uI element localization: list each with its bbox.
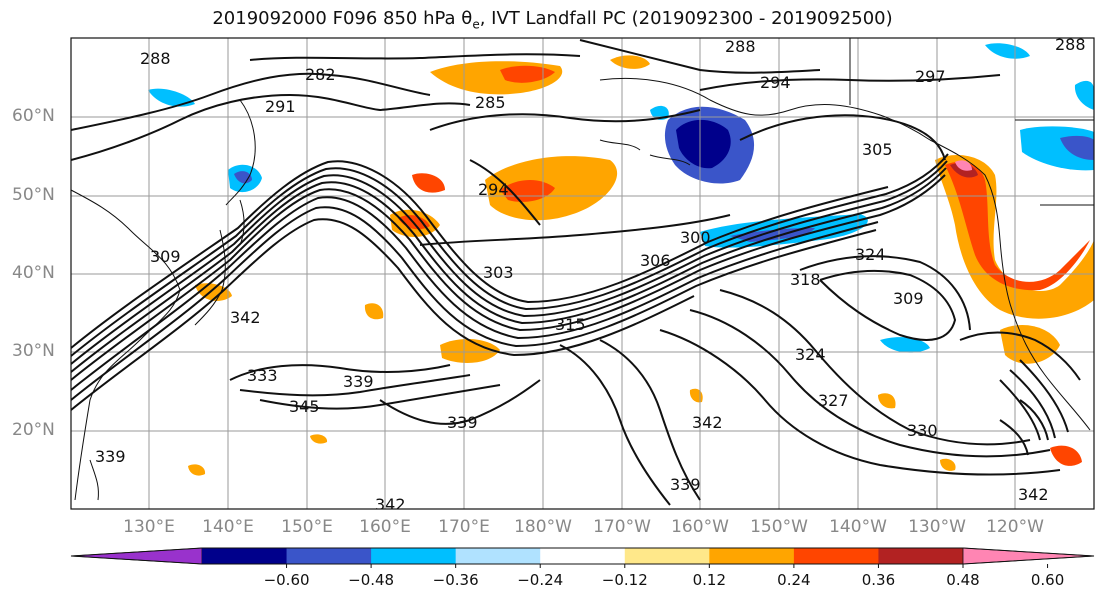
colorbar-tick-label: −0.12 [601,571,648,589]
shade-blue-ne [1060,135,1094,160]
contour-label: 282 [305,65,336,84]
lon-label: 130°E [123,517,175,537]
shade-orange-npac [610,55,650,69]
shade-small-d [878,393,896,409]
lon-label: 180°W [514,517,572,537]
lon-label: 160°W [671,517,729,537]
colorbar-tick-label: 0.12 [692,571,727,589]
contour-label: 306 [640,251,671,270]
contour-label: 305 [862,140,893,159]
lon-label: 160°E [359,517,411,537]
contour-label: 324 [795,345,826,364]
contour-label: 309 [893,289,924,308]
colorbar-tick-label: 0.60 [1030,571,1065,589]
contour-label: 288 [1055,35,1086,54]
contour-label: 294 [478,180,509,199]
shade-coast-pink [955,160,972,171]
contour-label: 342 [230,308,261,327]
shade-orange-sq [412,173,445,193]
colorbar-tick-label: 0.48 [946,571,980,589]
lat-label: 60°N [12,106,55,126]
colorbar-tick-label: −0.60 [263,571,310,589]
shade-blue-japan [234,171,252,184]
contour-label: 318 [790,270,821,289]
lon-label: 150°E [281,517,333,537]
map-title: 2019092000 F096 850 hPa θe, IVT Landfall… [212,8,893,32]
contour-label: 315 [555,315,586,334]
lon-label: 140°W [829,517,887,537]
contour-label: 288 [140,49,171,68]
lat-label: 50°N [12,185,55,205]
lat-label: 30°N [12,341,55,361]
coast-na-west [929,139,1091,431]
contour-label: 342 [1018,485,1049,504]
contour-label: 339 [343,372,374,391]
coastlines [71,38,1094,501]
contour-label: 330 [907,421,938,440]
contour-label: 288 [725,37,756,56]
contour-label: 297 [915,67,946,86]
colorbar-tick-label: −0.36 [432,571,479,589]
contour-label: 324 [855,245,886,264]
colorbar-tick-label: −0.24 [517,571,564,589]
contour-label: 309 [150,247,181,266]
shade-cyan-sub [880,337,930,353]
border-canada [849,38,1094,206]
shade-small-a [188,464,206,476]
coast-asia [71,189,181,501]
contour-label: 291 [265,97,296,116]
contour-label: 345 [289,397,320,416]
contour-label: 294 [760,73,791,92]
lon-label: 120°W [986,517,1044,537]
contour-label: 342 [692,413,723,432]
contour-label: 333 [247,366,278,385]
colorbar-tick-label: −0.48 [348,571,395,589]
shade-small-e [940,458,956,471]
contour-label: 339 [95,447,126,466]
contour-label: 339 [447,413,478,432]
coast-alaska [599,77,931,141]
lon-label: 130°W [908,517,966,537]
shade-jet-orange [440,338,500,363]
shade-ocean-orange [364,303,384,320]
shade-cyan-top-r [1074,80,1094,110]
gridlines [71,38,1094,509]
shade-small-b [310,434,328,444]
lon-label: 150°W [750,517,808,537]
contour-label: 327 [818,391,849,410]
shade-cyan-nw [148,88,195,107]
contour-label: 342 [375,495,406,514]
colorbar-tick-label: 0.24 [777,571,811,589]
contour-label: 300 [680,228,711,247]
contour-label: 285 [475,93,506,112]
coast-philippines [89,459,99,501]
lat-label: 20°N [12,420,55,440]
shade-se-orange [1050,445,1082,466]
contour-labels: 288 282 291 285 294 288 297 294 305 309 … [95,35,1086,514]
lon-label: 170°W [593,517,651,537]
lon-label: 170°E [438,517,490,537]
lat-label: 40°N [12,263,55,283]
lon-label: 140°E [202,517,254,537]
colorbar-tick-label: 0.36 [861,571,896,589]
shade-red-north [500,65,555,83]
contour-label: 339 [670,475,701,494]
map-panel: 288 282 291 285 294 288 297 294 305 309 … [71,35,1094,514]
contour-label: 303 [483,263,514,282]
map-frame [70,37,1095,510]
coast-aleutians [599,139,691,166]
shade-navy-alaska [676,119,731,169]
shade-cyan-top [985,43,1030,59]
coast-kamchatka [225,99,256,206]
contours [71,39,1081,506]
shade-coast-red [945,161,1090,291]
